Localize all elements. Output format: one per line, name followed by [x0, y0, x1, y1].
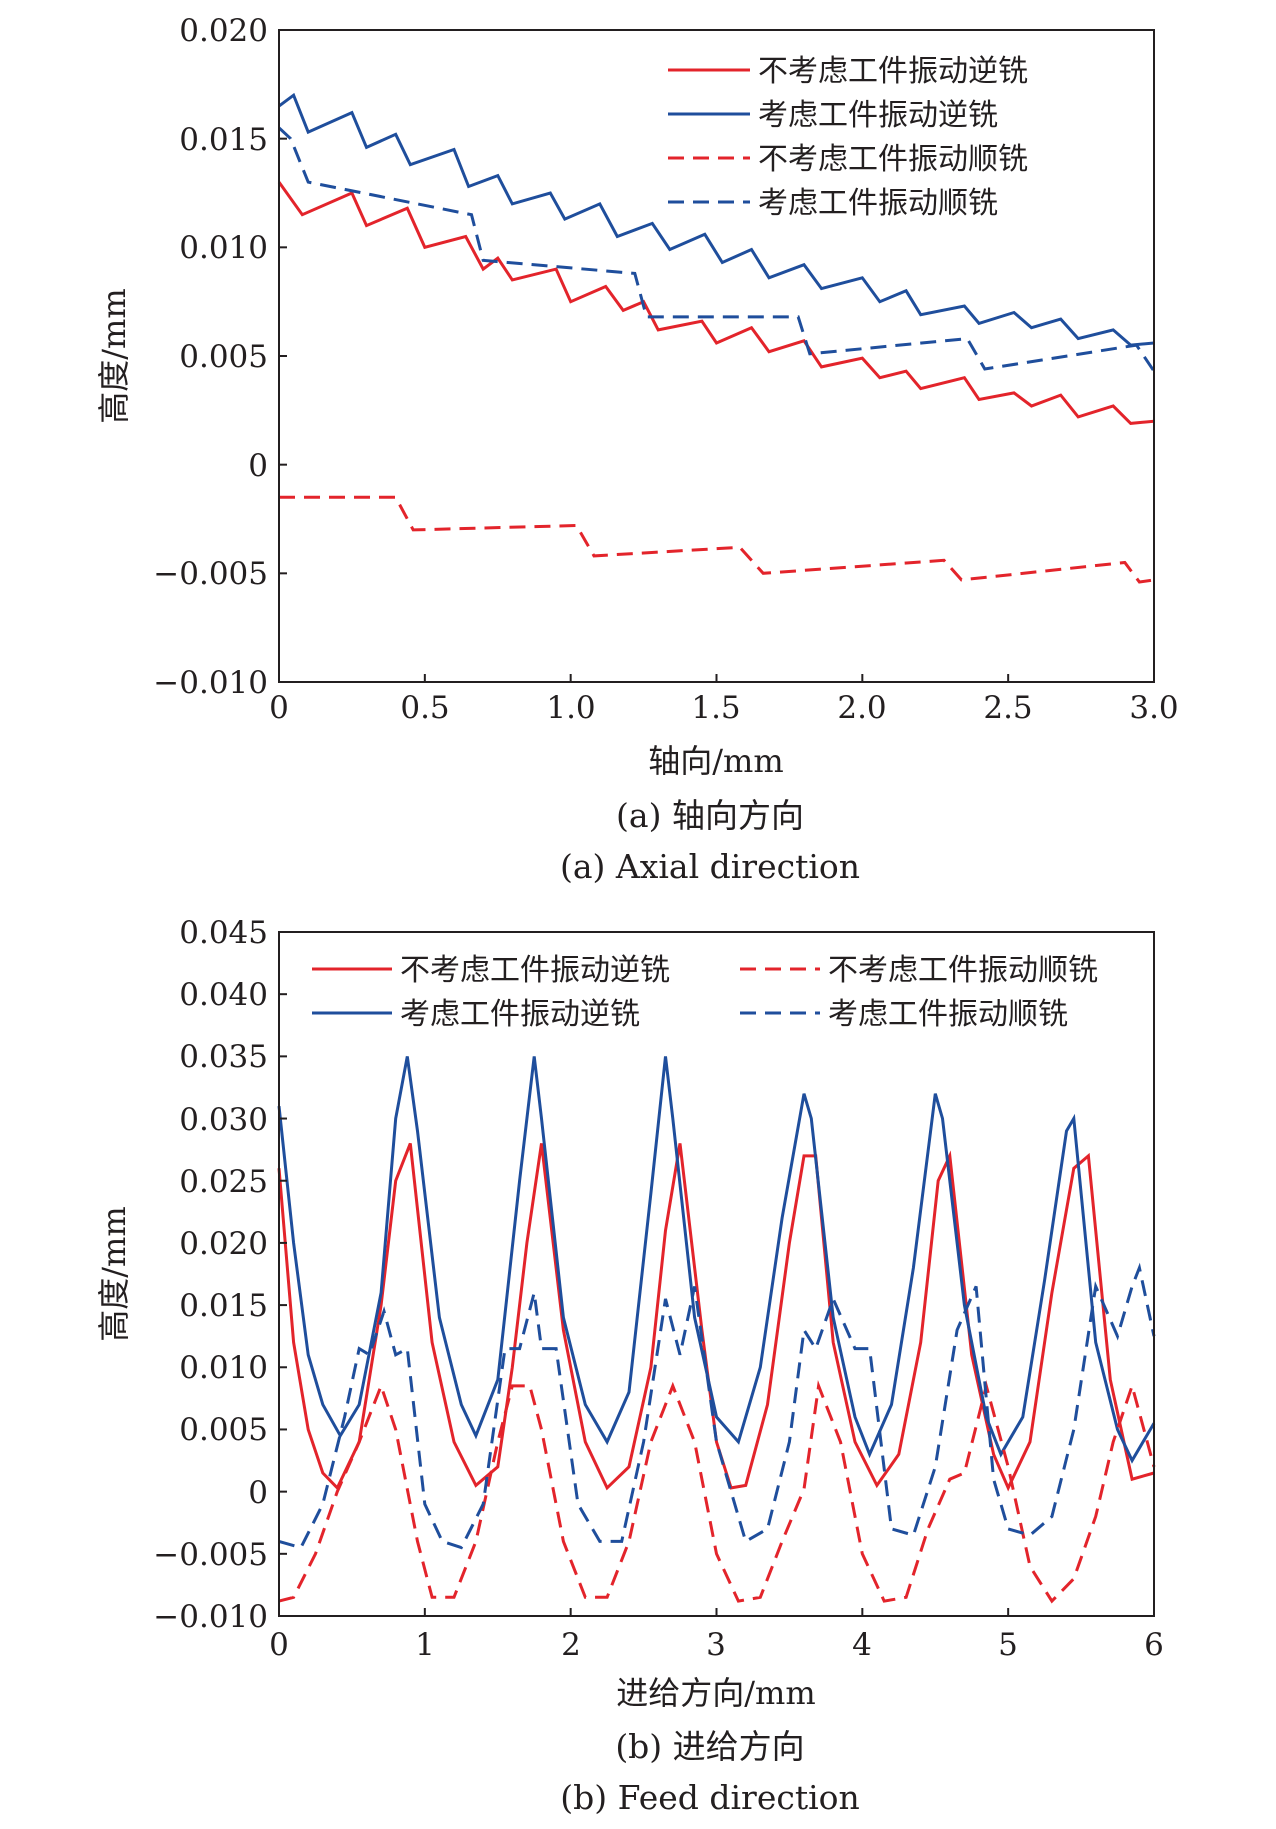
chart-b-ticks — [278, 931, 1155, 1617]
chart-b-xtick: 1 — [415, 1627, 435, 1663]
chart-b-legend: 不考虑工件振动逆铣 不考虑工件振动顺铣 考虑工件振动逆铣 考虑工件振动顺铣 — [312, 953, 1098, 1032]
chart-b-xtick: 6 — [1144, 1627, 1164, 1663]
legend-label: 考虑工件振动逆铣 — [758, 98, 998, 133]
chart-a-ylabel: 高度/mm — [95, 288, 133, 423]
chart-b-xlabel: 进给方向/mm — [616, 1674, 815, 1712]
chart-b: 0.045 0.040 0.035 0.030 0.025 0.020 0.01… — [95, 915, 1164, 1817]
chart-b-ytick: −0.010 — [153, 1599, 268, 1635]
chart-b-ytick: 0.010 — [179, 1350, 268, 1386]
chart-a: 0.020 0.015 0.010 0.005 0 −0.005 −0.010 … — [95, 13, 1179, 886]
legend-label: 考虑工件振动顺铣 — [828, 997, 1068, 1032]
chart-a-series-line — [278, 92, 1155, 347]
legend-label: 不考虑工件振动顺铣 — [828, 953, 1098, 988]
legend-label: 不考虑工件振动逆铣 — [400, 953, 670, 988]
chart-a-ytick: 0 — [248, 448, 268, 484]
chart-b-series-line — [278, 1379, 1156, 1604]
chart-b-ytick: 0 — [248, 1475, 268, 1511]
chart-b-ytick: 0.040 — [179, 977, 268, 1013]
chart-a-ticks — [278, 29, 1155, 683]
legend-label: 考虑工件振动逆铣 — [400, 997, 640, 1032]
chart-a-ytick: 0.015 — [179, 122, 268, 158]
chart-a-legend: 不考虑工件振动逆铣 考虑工件振动逆铣 不考虑工件振动顺铣 考虑工件振动顺铣 — [668, 54, 1028, 221]
chart-a-xtick: 0.5 — [400, 690, 449, 726]
chart-b-plot-area — [277, 1056, 1156, 1604]
chart-b-xtick: 0 — [269, 1627, 289, 1663]
chart-b-ytick: 0.015 — [179, 1288, 268, 1324]
chart-b-ytick: 0.020 — [179, 1226, 268, 1262]
chart-b-caption-cn: (b) 进给方向 — [615, 1727, 804, 1766]
chart-b-series-line — [277, 1056, 1156, 1464]
chart-a-caption-cn: (a) 轴向方向 — [616, 796, 804, 835]
chart-b-xtick: 3 — [706, 1627, 726, 1663]
chart-b-xtick: 2 — [561, 1627, 581, 1663]
legend-label: 不考虑工件振动顺铣 — [758, 142, 1028, 177]
chart-b-ytick: 0.030 — [179, 1102, 268, 1138]
chart-b-series-line — [278, 1262, 1156, 1550]
chart-a-xlabel: 轴向/mm — [648, 742, 783, 780]
chart-b-frame — [278, 931, 1155, 1617]
chart-b-ytick: 0.045 — [179, 915, 268, 951]
legend-label: 不考虑工件振动逆铣 — [758, 54, 1028, 89]
chart-b-caption-en: (b) Feed direction — [560, 1778, 860, 1817]
chart-b-ytick: 0.035 — [179, 1039, 268, 1075]
chart-b-ytick: −0.005 — [153, 1537, 268, 1573]
chart-b-ylabel: 高度/mm — [95, 1206, 133, 1341]
chart-a-xtick: 1.0 — [546, 690, 595, 726]
chart-a-ytick: −0.005 — [153, 556, 268, 592]
chart-a-xtick: 2.5 — [983, 690, 1032, 726]
legend-label: 考虑工件振动顺铣 — [758, 186, 998, 221]
chart-b-xtick: 4 — [852, 1627, 872, 1663]
chart-a-frame — [278, 29, 1155, 683]
chart-a-xtick: 1.5 — [691, 690, 740, 726]
chart-b-xtick: 5 — [998, 1627, 1018, 1663]
chart-a-caption-en: (a) Axial direction — [560, 847, 860, 886]
chart-a-xtick: 3.0 — [1129, 690, 1178, 726]
chart-a-ytick: 0.010 — [179, 230, 268, 266]
chart-a-plot-area — [277, 92, 1156, 584]
chart-b-ytick: 0.025 — [179, 1164, 268, 1200]
chart-a-series-line — [279, 495, 1155, 584]
chart-b-ytick: 0.005 — [179, 1412, 268, 1448]
chart-a-ytick: −0.010 — [153, 665, 268, 701]
chart-a-ytick: 0.005 — [179, 339, 268, 375]
chart-a-series-line — [277, 126, 1156, 373]
chart-a-xtick: 0 — [269, 690, 289, 726]
chart-a-series-line — [277, 181, 1155, 425]
chart-a-ytick: 0.020 — [179, 13, 268, 49]
chart-a-xtick: 2.0 — [837, 690, 886, 726]
